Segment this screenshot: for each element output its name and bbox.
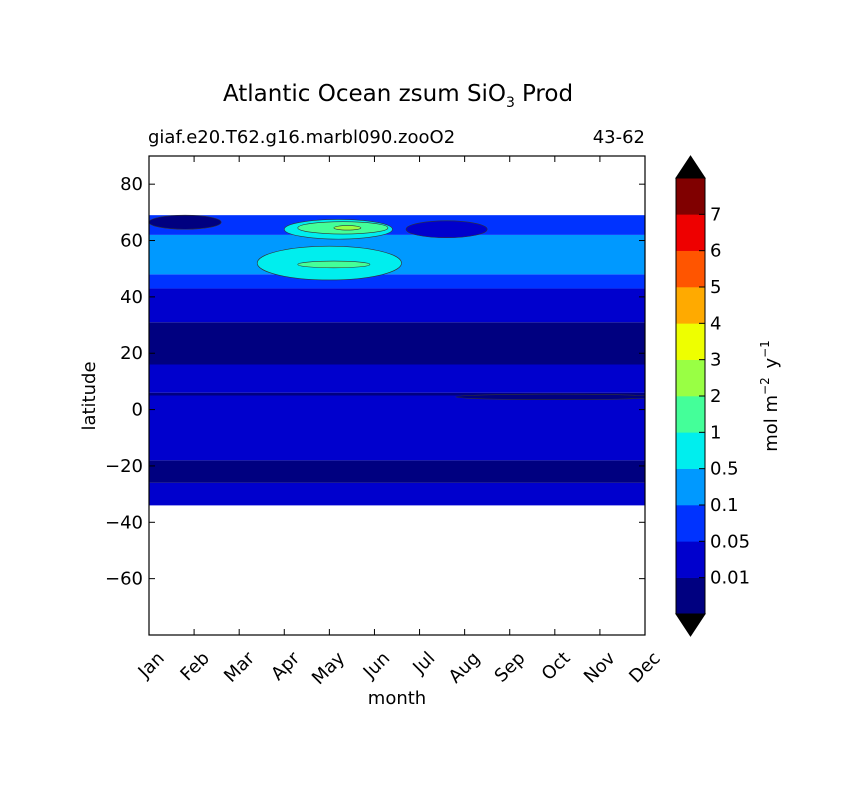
colorbar-label-exp1: −2 [758,377,772,395]
x-tick-label-3: Apr [267,647,304,684]
colorbar-tick-label-1: 0.05 [710,531,750,552]
colorbar-tick-label-3: 0.5 [710,459,739,480]
contour-patch-6 [405,220,488,239]
colorbar-extend-max [675,155,706,179]
contour-patch-3 [297,260,371,269]
subtitle-right: 43-62 [593,127,645,148]
y-axis-label: latitude [79,361,100,430]
colorbar-label-exp2: −1 [758,340,772,358]
colorbar-label: mol m−2 y−1 [758,340,782,452]
x-tick-label-7: Aug [445,648,485,688]
contour-band-9 [149,215,645,235]
x-tick-label-6: Jul [408,648,439,679]
plot-frame [148,155,646,636]
contour-band-6 [149,288,645,323]
x-tick-label-4: May [308,648,349,689]
title-subscript: 3 [506,95,515,111]
colorbar: 0.01 0.05 0.1 0.5 1 2 3 4 5 6 7 [675,155,750,637]
colorbar-segment-7 [676,323,705,360]
y-axis: 80 60 40 20 0 −20 −40 −60 [105,174,645,590]
colorbar-label-mid: y [761,358,782,375]
colorbar-tick-label-2: 0.1 [710,495,739,516]
colorbar-tick-label-0: 0.01 [710,568,750,589]
y-tick-label-0: 80 [120,174,143,195]
colorbar-segment-2 [676,505,705,542]
x-tick-label-9: Oct [538,648,575,685]
contour-band-2 [149,395,645,461]
y-tick-label-6: −40 [105,512,143,533]
y-tick-label-2: 40 [120,287,143,308]
colorbar-segment-9 [676,250,705,288]
colorbar-tick-label-10: 7 [710,204,721,225]
contour-band-3 [149,392,645,396]
x-tick-label-1: Feb [176,648,213,685]
colorbar-segment-8 [676,287,705,324]
colorbar-tick-label-4: 1 [710,422,721,443]
subtitle-left: giaf.e20.T62.g16.marbl090.zooO2 [148,127,455,148]
contour-patch-7 [455,393,645,401]
colorbar-segment-1 [676,541,705,578]
y-tick-label-3: 20 [120,343,143,364]
colorbar-tick-label-7: 4 [710,313,721,334]
colorbar-extend-min [675,613,706,637]
colorbar-segment-10 [676,214,705,251]
chart-title: Atlantic Ocean zsum SiO3 Prod [223,81,573,111]
colorbar-segment-0 [676,577,705,615]
y-tick-label-4: 0 [132,400,143,421]
y-tick-label-7: −60 [105,569,143,590]
colorbar-tick-label-9: 6 [710,241,721,262]
title-suffix: Prod [522,81,573,107]
colorbar-segment-3 [676,468,705,506]
plot-area [149,214,645,506]
colorbar-segment-5 [676,396,705,433]
contour-band-0 [149,482,645,506]
x-tick-label-11: Dec [625,648,664,687]
contour-band-4 [149,364,645,393]
contour-patch-4 [333,225,362,231]
x-tick-label-10: Nov [580,648,620,688]
contour-band-1 [149,460,645,483]
y-tick-label-5: −20 [105,456,143,477]
contour-band-7 [149,274,645,289]
colorbar-segment-4 [676,432,705,469]
colorbar-segment-6 [676,359,705,397]
x-tick-label-0: Jan [134,648,169,683]
colorbar-tick-label-6: 3 [710,350,721,371]
x-tick-label-8: Sep [491,648,530,687]
colorbar-tick-label-8: 5 [710,277,721,298]
x-tick-label-5: Jun [359,648,394,683]
y-tick-label-1: 60 [120,231,143,252]
contour-band-5 [149,322,645,365]
x-tick-label-2: Mar [220,647,259,686]
contour-patch-5 [149,214,222,230]
x-axis-label: month [368,688,426,709]
colorbar-segment-11 [676,178,705,215]
colorbar-tick-label-5: 2 [710,386,721,407]
